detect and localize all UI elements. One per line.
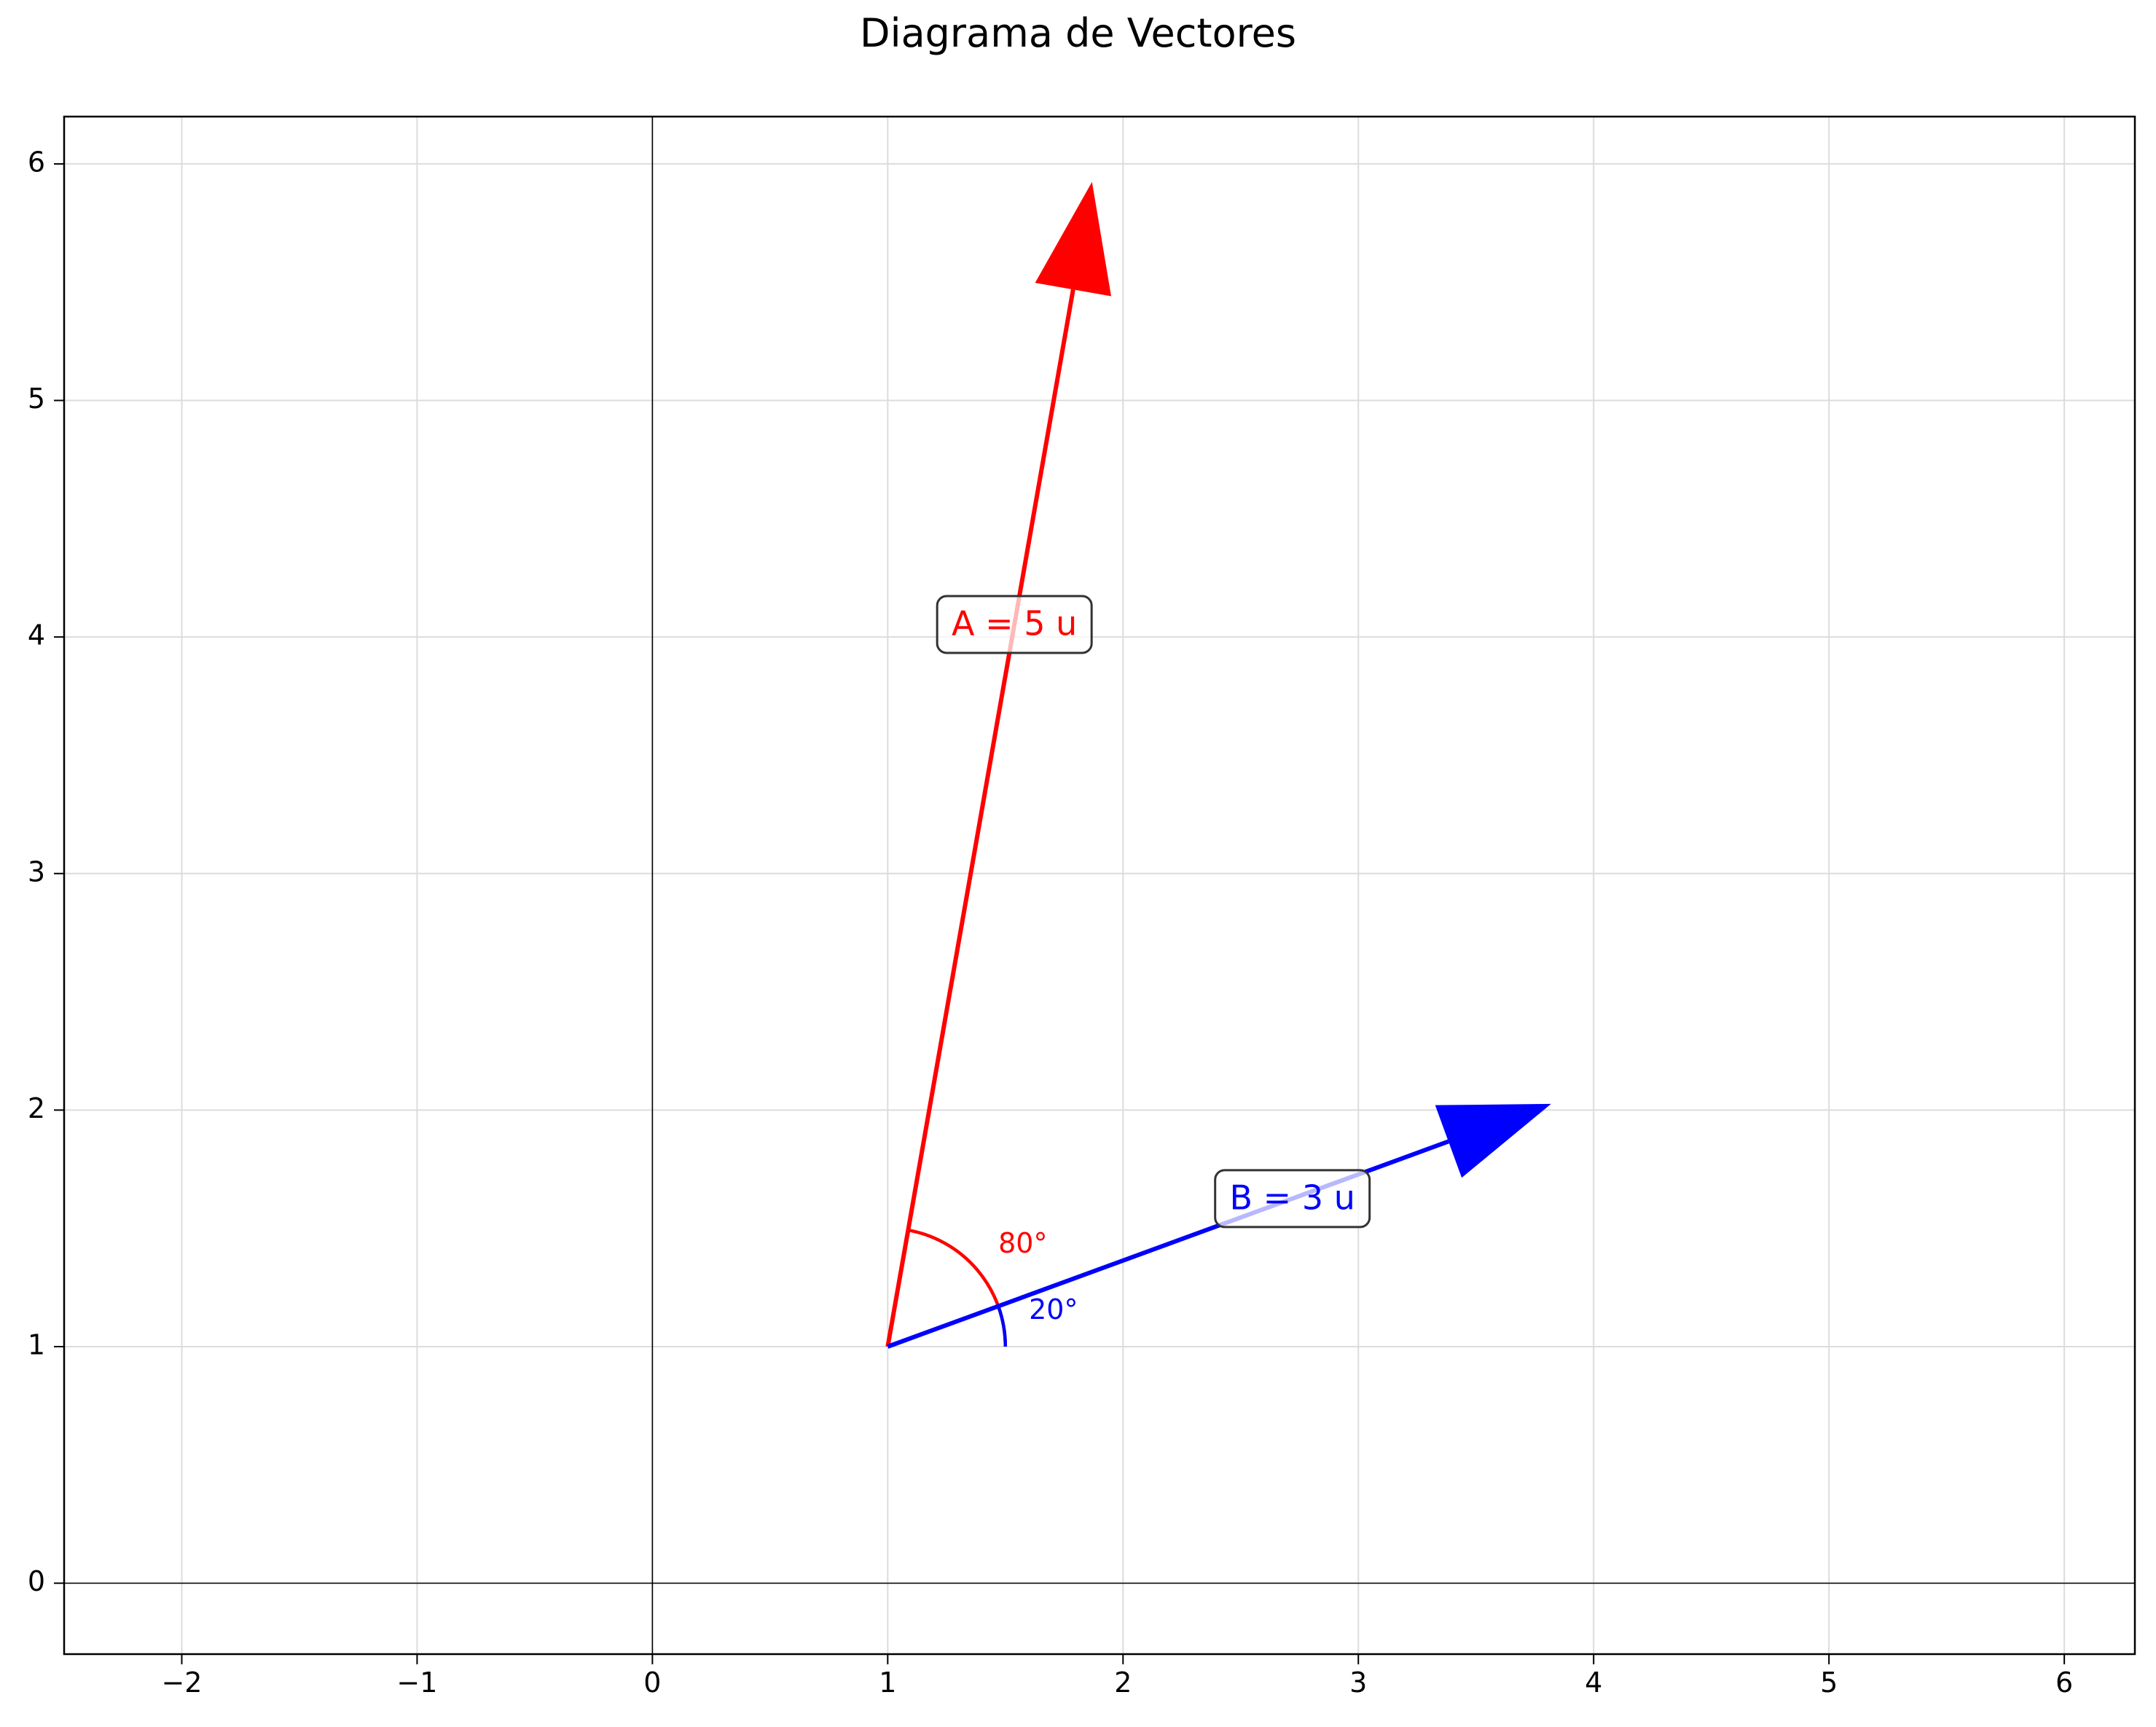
angle-label-a: 80° [998, 1227, 1047, 1259]
angle-arc-a [907, 1228, 1008, 1347]
vector-b-arrowhead [1435, 1103, 1551, 1178]
x-tick-label: 4 [1585, 1667, 1602, 1699]
y-tick-label: 5 [28, 383, 45, 415]
y-tick-label: 0 [28, 1565, 45, 1597]
x-tick-label: −1 [396, 1667, 437, 1699]
angle-label-b: 20° [1029, 1293, 1078, 1325]
vector-a-arrowhead [1035, 181, 1112, 297]
x-tick-label: 1 [879, 1667, 896, 1699]
vector-a-shaft [885, 289, 1075, 1347]
angle-arc-b [996, 1305, 1008, 1347]
x-tick-label: −2 [161, 1667, 202, 1699]
y-tick-label: 3 [28, 855, 45, 888]
vector-a-label: A = 5 u [952, 603, 1077, 643]
ticks: −2 −1 0 1 2 3 4 5 6 0 1 2 3 4 5 6 [28, 146, 2073, 1699]
vector-b-label-box [1214, 1169, 1371, 1229]
zero-axes [64, 117, 2135, 1654]
y-tick-label: 1 [28, 1329, 45, 1361]
vectors: 80° A = 5 u 20° B = 3 u [885, 181, 1551, 1349]
x-tick-label: 2 [1114, 1667, 1132, 1699]
plot-frame [63, 115, 2136, 1656]
x-tick-label: 3 [1349, 1667, 1367, 1699]
x-tick-label: 0 [643, 1667, 661, 1699]
plot-frame [63, 115, 2136, 1656]
vector-b-label: B = 3 u [1230, 1178, 1355, 1217]
grid [64, 117, 2135, 1654]
y-tick-label: 2 [28, 1092, 45, 1124]
chart-title: Diagrama de Vectores [859, 10, 1296, 56]
x-tick-label: 5 [1820, 1667, 1838, 1699]
y-tick-label: 4 [28, 619, 45, 651]
y-tick-label: 6 [28, 146, 45, 178]
x-tick-label: 6 [2055, 1667, 2073, 1699]
vector-a-label-box [936, 595, 1093, 654]
